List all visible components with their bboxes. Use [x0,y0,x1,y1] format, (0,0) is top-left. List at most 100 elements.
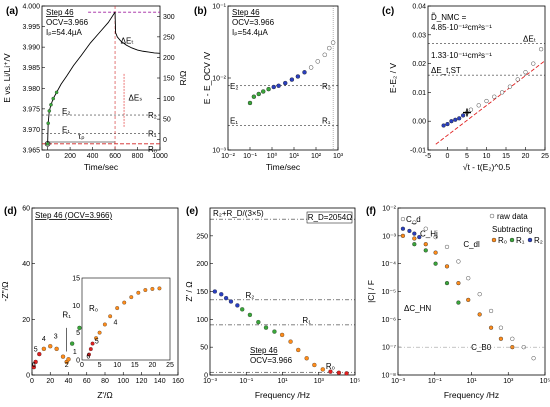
data-point [266,86,271,92]
data-point [302,70,307,75]
data-point-raw-data [466,276,471,281]
x-tick-label: 0 [446,153,450,160]
data-point [531,61,536,66]
point-label: 1 [73,349,77,356]
data-point [492,94,497,99]
panel-c-label: (c) [382,6,394,17]
data-point [77,325,82,331]
data-point-raw-data [488,308,494,314]
x-tick-label: 10⁻¹ [428,378,442,385]
y-tick-label: 40 [22,261,30,268]
data-point [304,356,309,361]
y-tick-label: 0.04 [412,4,426,11]
x-tick-label: 120 [136,378,148,385]
x-tick-label: 10¹ [277,378,288,385]
inset-data-point [108,314,113,319]
x-tick-label: 10³ [314,378,325,385]
y-axis-label: E-E₂ / V [388,63,398,94]
x-tick-label: 10² [311,153,322,160]
annotation-title: Step 46 (OCV=3.966) [35,211,112,220]
y-tick-label: 3.965 [22,148,40,155]
data-point [223,296,229,301]
data-point [272,329,277,334]
data-point [279,332,285,338]
data-point [228,299,234,304]
data-point [500,90,505,95]
inset-x-tick-label: 5 [98,362,102,369]
data-point [344,371,349,376]
point-label: 2 [65,362,69,369]
y-axis-label: |C| / F [366,280,376,303]
data-point-raw-data [477,292,482,297]
x-tick-label: 100 [117,378,129,385]
data-point [247,100,253,106]
data-point [70,341,75,346]
label-r2: R₂ [245,291,254,300]
y-tick-label: 50 [200,345,208,352]
x-tick-label: 10¹ [466,378,477,385]
data-point-r1 [456,300,461,305]
x-tick-label: 10⁵ [540,378,550,385]
data-point-raw-data [510,336,515,341]
x-tick-label: 10³ [503,378,514,385]
data-point-r1 [412,242,417,247]
data-point [315,59,320,64]
label-chj: C_Hj [420,230,438,239]
inset-point-label: 5 [95,339,99,346]
data-point-raw-data [400,216,406,222]
data-point-r0 [444,264,450,269]
label-delta-et: ΔEₜ [121,36,134,45]
label-r2-plus: R₂+R_D/(3×5) [213,209,264,218]
panel-b: (b)10⁻² 10⁻¹ 10⁰ 10¹ 10² 10³10⁻³10⁻²10⁻¹Time/… [194,4,344,173]
y-tick-label: 10⁻⁸ [382,373,396,380]
label-dnmc: D̃_NMC = [431,13,467,22]
legend-subtracting: Subtracting [492,225,532,234]
y2-tick-label: 150 [163,76,175,83]
y-axis-label: Z' / Ω [184,281,194,301]
point-label: 3 [54,333,58,340]
label-cdl: C_dl [463,240,480,249]
y-tick-label: 10⁻² [212,76,226,83]
annotation-ip: Iₚ=54.4µA [46,28,83,37]
y-tick-label: 10⁻⁵ [382,289,396,296]
inset-data-point [87,352,91,357]
label-dnmc-value2: 1.33·10⁻¹¹cm²s⁻¹ [431,51,492,60]
x-tick-label: 10¹ [289,153,300,160]
inset-data-point [129,295,134,300]
inset-x-tick-label: 0 [80,362,84,369]
data-point-raw-data [423,226,428,231]
label-r2: R₂ [322,82,331,91]
x-tick-label: 10⁻³ [391,378,405,385]
inset-data-point [90,341,95,346]
y-tick-label: 0.01 [412,90,426,97]
data-point-r2 [412,231,417,236]
legend-raw-marker [489,213,495,219]
x-tick-label: 0 [30,378,34,385]
data-point [219,292,224,297]
y-tick-label: 10⁻¹ [212,4,226,11]
label-rd: R_D=2054Ω [308,213,352,222]
y-axis-label: E - E_OCV /V [202,51,212,104]
data-point [296,347,301,353]
x-tick-label: 10 [483,153,491,160]
data-point [327,45,332,51]
inset-x-tick-label: 15 [131,362,139,369]
label-r1: R₁ [148,130,157,139]
annotation-ocv: OCV=3.966 [46,18,89,27]
label-cb0: C_B0 [471,343,492,352]
label-dchn: ΔC_HN [404,304,431,313]
label-delta-et: ΔEₜ [523,34,536,43]
data-point-raw-data [412,220,417,225]
inset-data-point [136,290,141,295]
data-point [41,346,47,351]
data-point [256,319,261,325]
inset-y-tick-label: 15 [72,276,80,283]
y-tick-label: 0.03 [412,32,426,39]
data-point [288,339,293,344]
label-delta-es: ΔEₛ [129,94,143,103]
data-point-r0 [477,312,482,317]
data-point [263,325,269,330]
data-point-r2 [417,235,422,240]
data-point-raw-data [433,235,438,240]
